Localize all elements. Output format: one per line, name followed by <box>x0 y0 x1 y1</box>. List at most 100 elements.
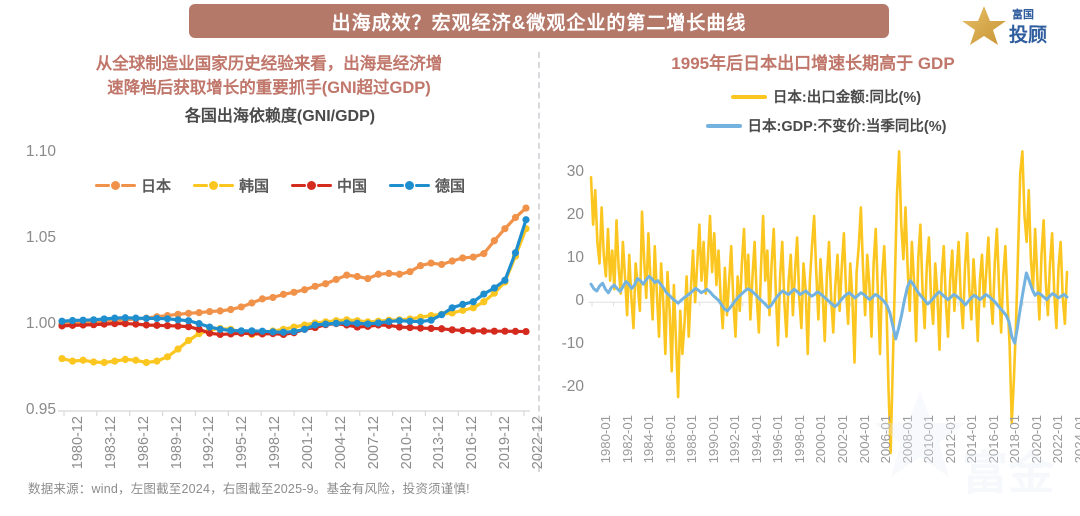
x-tick-label: 2008-01 <box>899 415 915 464</box>
x-tick-label: 2018-01 <box>1007 415 1023 464</box>
y-tick-label: 1.05 <box>25 229 56 246</box>
legend-item-0[interactable]: 日本 <box>94 175 171 196</box>
x-tick-label: 2013-12 <box>431 416 448 470</box>
x-tick-label: 2001-12 <box>300 416 316 470</box>
series-1 <box>589 271 1069 345</box>
x-tick-label: 2010-12 <box>398 416 415 470</box>
right-plot-area <box>588 150 1070 455</box>
y-tick-label: 0.95 <box>25 401 56 418</box>
legend-line-icon <box>317 184 332 187</box>
x-tick-label: 2016-01 <box>985 415 1001 464</box>
brand-logo: 富国 投顾 <box>954 2 1074 46</box>
y-tick-label: 30 <box>566 162 584 180</box>
y-tick-label: -20 <box>561 378 584 396</box>
right-chart-panel: 1995年后日本出口增速长期高于 GDP 日本:出口金额:同比(%) 日本:GDP… <box>546 48 1080 468</box>
legend-line-icon <box>94 184 110 187</box>
x-tick-label: 1984-01 <box>641 415 657 464</box>
legend-line-icon <box>705 123 742 128</box>
legend-item-2[interactable]: 中国 <box>291 175 367 196</box>
right-y-axis: 30 20 10 0 -10 -20 <box>546 160 584 410</box>
x-tick-label: 2022-12 <box>530 416 546 470</box>
series-3 <box>58 216 530 336</box>
star-icon <box>962 6 1006 45</box>
y-tick-label: 20 <box>566 206 584 224</box>
left-plot-area <box>58 153 530 416</box>
x-tick-label: 1988-01 <box>684 415 700 464</box>
legend-line-icon <box>120 184 136 187</box>
x-tick-label: 1996-01 <box>770 415 786 464</box>
x-tick-label: 2022-01 <box>1050 415 1066 464</box>
legend-line-icon <box>291 184 306 187</box>
page-title: 出海成效？宏观经济&微观企业的第二增长曲线 <box>331 12 747 34</box>
legend-item-3[interactable]: 德国 <box>389 175 465 196</box>
x-tick-label: 2006-01 <box>878 415 894 464</box>
legend-line-icon <box>218 184 234 187</box>
legend-label: 德国 <box>435 178 466 195</box>
legend-label: 日本:出口金额:同比(%) <box>772 90 922 106</box>
x-tick-label: 1986-12 <box>135 416 152 470</box>
left-chart-legend: 日本 韩国 中国 德国 <box>70 175 490 196</box>
x-tick-label: 2024-01 <box>1072 415 1080 464</box>
legend-label: 韩国 <box>238 178 269 195</box>
right-x-axis: 1980-01 1982-01 1984-01 1986-01 1988-01 1990-… <box>588 415 1080 515</box>
x-tick-label: 2012-01 <box>942 415 958 464</box>
legend-label: 中国 <box>337 178 368 195</box>
x-tick-label: 2010-01 <box>921 415 937 464</box>
x-tick-label: 1989-12 <box>168 416 185 470</box>
left-headline-line-1: 从全球制造业国家历史经验来看，出海是经济增 <box>95 55 443 73</box>
x-tick-label: 1994-01 <box>748 415 764 464</box>
header-banner: 出海成效？宏观经济&微观企业的第二增长曲线 <box>189 4 889 38</box>
x-tick-label: 1998-01 <box>791 415 807 464</box>
legend-dot-icon <box>405 181 415 190</box>
legend-label: 日本:GDP:不变价:当季同比(%) <box>747 119 947 135</box>
x-tick-label: 2002-01 <box>835 415 850 464</box>
series-0 <box>589 150 1069 455</box>
legend-item-0[interactable]: 日本:出口金额:同比(%) <box>606 86 1046 107</box>
legend-line-icon <box>192 184 208 187</box>
x-tick-label: 1980-12 <box>70 416 86 470</box>
x-tick-label: 1982-01 <box>619 415 635 464</box>
x-tick-label: 2004-12 <box>332 416 349 470</box>
x-tick-label: 1983-12 <box>102 416 119 470</box>
legend-item-1[interactable]: 日本:GDP:不变价:当季同比(%) <box>606 115 1046 136</box>
y-tick-label: 0 <box>575 292 584 310</box>
series-0 <box>58 204 530 328</box>
x-tick-label: 1990-01 <box>705 415 721 464</box>
right-panel-headline: 1995年后日本出口增速长期高于 GDP <box>671 54 955 73</box>
y-tick-label: 1.10 <box>25 143 56 160</box>
left-headline-line-2: 速降档后获取增长的重要抓手(GNI超过GDP) <box>107 79 431 97</box>
x-tick-label: 2007-12 <box>365 416 382 470</box>
legend-dot-icon <box>307 181 316 190</box>
x-tick-label: 2000-01 <box>813 415 829 464</box>
left-chart-panel: 从全球制造业国家历史经验来看，出海是经济增 速降档后获取增长的重要抓手(GNI超… <box>0 48 546 470</box>
x-tick-label: 1995-12 <box>234 416 251 470</box>
x-tick-label: 2014-01 <box>964 415 980 464</box>
legend-line-icon <box>730 94 767 99</box>
y-tick-label: 10 <box>566 249 584 267</box>
y-tick-label: -10 <box>561 335 584 353</box>
x-tick-label: 2020-01 <box>1028 415 1044 464</box>
x-tick-label: 2019-12 <box>497 416 514 470</box>
x-tick-label: 2004-01 <box>856 415 872 464</box>
logo-text-top: 富国 <box>1012 7 1034 21</box>
footer-source-note: 数据来源：wind，左图截至2024，右图截至2025-9。基金有风险，投资须谨… <box>28 482 470 496</box>
legend-label: 日本 <box>140 178 171 195</box>
legend-line-icon <box>389 184 405 187</box>
right-chart-legend: 日本:出口金额:同比(%) 日本:GDP:不变价:当季同比(%) <box>606 86 1046 144</box>
x-tick-label: 1980-01 <box>598 415 613 464</box>
logo-text-bottom: 投顾 <box>1009 23 1047 46</box>
x-tick-label: 1992-01 <box>727 415 743 464</box>
legend-dot-icon <box>110 181 120 190</box>
x-tick-label: 1998-12 <box>267 416 284 470</box>
x-tick-label: 1986-01 <box>662 415 678 464</box>
legend-line-icon <box>415 184 431 187</box>
left-chart-title: 各国出海依赖度(GNI/GDP) <box>184 108 376 125</box>
legend-dot-icon <box>208 181 218 190</box>
x-tick-label: 1992-12 <box>201 416 218 470</box>
panel-divider <box>538 52 540 472</box>
left-y-axis: 1.10 1.05 1.00 0.95 <box>8 143 56 418</box>
x-tick-label: 2016-12 <box>464 416 481 470</box>
legend-item-1[interactable]: 韩国 <box>192 175 269 196</box>
y-tick-label: 1.00 <box>25 315 56 332</box>
